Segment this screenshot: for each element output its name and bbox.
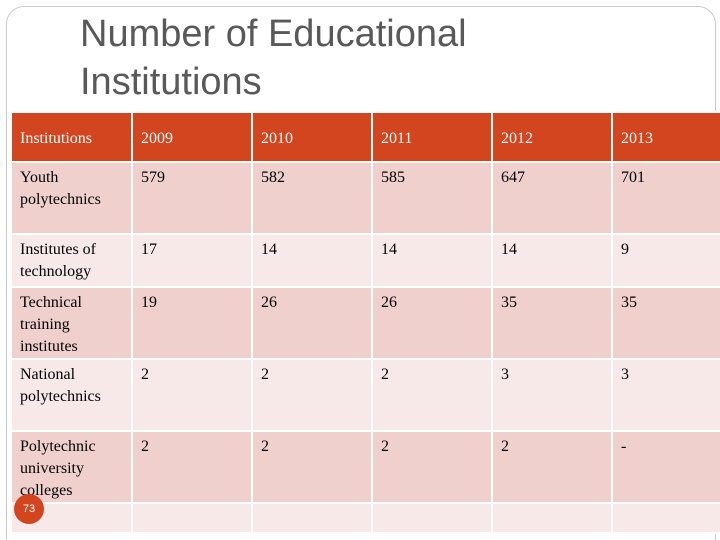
table-cell: 2 xyxy=(491,430,613,504)
table-cell: 35 xyxy=(491,286,613,360)
table-cell: 701 xyxy=(611,161,720,235)
table-cell: 2 xyxy=(251,358,373,432)
table-cell: 579 xyxy=(131,161,253,235)
row-label: National polytechnics xyxy=(10,358,133,432)
page-number-badge: 73 xyxy=(14,494,44,524)
header-2010: 2010 xyxy=(251,111,373,163)
table-cell: 14 xyxy=(371,233,493,288)
row-label: Polytechnic university colleges xyxy=(10,430,133,504)
header-2012: 2012 xyxy=(491,111,613,163)
table-cell: 19 xyxy=(131,286,253,360)
header-2011: 2011 xyxy=(371,111,493,163)
table-cell: 3 xyxy=(491,358,613,432)
table-cell: 582 xyxy=(251,161,373,235)
table-cell xyxy=(131,502,253,534)
table-cell: 2 xyxy=(131,358,253,432)
table-cell xyxy=(251,502,373,534)
table-cell: - xyxy=(611,430,720,504)
table-cell: 2 xyxy=(251,430,373,504)
table-cell: 17 xyxy=(131,233,253,288)
table-row: Youth polytechnics 579 582 585 647 701 xyxy=(10,161,720,235)
table-row: Technical training institutes 19 26 26 3… xyxy=(10,286,720,360)
table-cell: 585 xyxy=(371,161,493,235)
row-label: Institutes of technology xyxy=(10,233,133,288)
table-cell: 2 xyxy=(371,430,493,504)
table-row: Institutes of technology 17 14 14 14 9 xyxy=(10,233,720,288)
table-cell: 9 xyxy=(611,233,720,288)
table-cell: 14 xyxy=(491,233,613,288)
header-2009: 2009 xyxy=(131,111,253,163)
table-row: National polytechnics 2 2 2 3 3 xyxy=(10,358,720,432)
table-cell: 35 xyxy=(611,286,720,360)
header-2013: 2013 xyxy=(611,111,720,163)
table-cell: 26 xyxy=(251,286,373,360)
table-header-row: Institutions 2009 2010 2011 2012 2013 xyxy=(10,111,720,163)
row-label: Youth polytechnics xyxy=(10,161,133,235)
table-cell: 26 xyxy=(371,286,493,360)
header-institutions: Institutions xyxy=(10,111,133,163)
table-cell: 2 xyxy=(371,358,493,432)
table-row xyxy=(10,502,720,534)
table-row: Polytechnic university colleges 2 2 2 2 … xyxy=(10,430,720,504)
table-cell xyxy=(611,502,720,534)
row-label: Technical training institutes xyxy=(10,286,133,360)
table-cell xyxy=(491,502,613,534)
slide-title: Number of Educational Institutions xyxy=(80,13,467,103)
table-cell: 14 xyxy=(251,233,373,288)
table-cell xyxy=(371,502,493,534)
table-cell: 2 xyxy=(131,430,253,504)
table-cell: 647 xyxy=(491,161,613,235)
institutions-table: Institutions 2009 2010 2011 2012 2013 Yo… xyxy=(10,111,720,534)
table-cell: 3 xyxy=(611,358,720,432)
